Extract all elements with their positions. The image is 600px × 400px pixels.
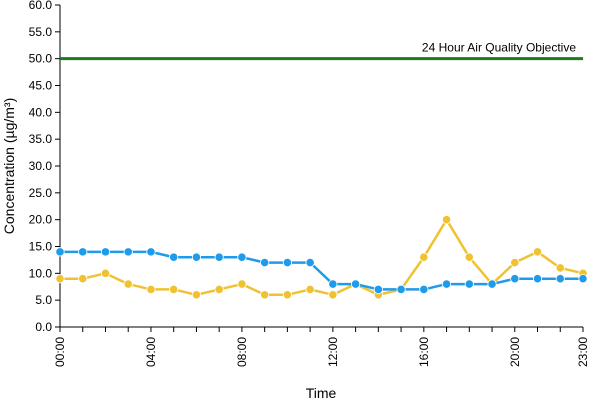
- y-tick-label: 10.0: [29, 266, 53, 280]
- data-point: [510, 257, 520, 268]
- data-point: [555, 274, 565, 284]
- series-0: [55, 215, 588, 300]
- data-point: [123, 279, 133, 289]
- y-tick-label: 40.0: [29, 105, 53, 119]
- data-point: [419, 284, 429, 295]
- objective-group: 24 Hour Air Quality Objective: [60, 41, 583, 61]
- y-axis-title: Concentration (µg/m³): [1, 98, 17, 234]
- data-point: [396, 284, 406, 295]
- y-tick-label: 25.0: [29, 186, 53, 200]
- data-point: [55, 274, 65, 284]
- data-point: [464, 252, 474, 262]
- series-line: [60, 218, 584, 297]
- objective-label: 24 Hour Air Quality Objective: [422, 41, 576, 55]
- y-tick-label: 55.0: [29, 25, 53, 39]
- data-point: [532, 274, 543, 284]
- y-axis: 0.0 5.0 10.0 15.0 20.0 25.0 30.0 35.0 40.0 45.0 50…: [29, 0, 61, 334]
- data-point: [373, 284, 383, 295]
- x-tick-label: 23:00: [576, 337, 590, 367]
- x-tick-label: 12:00: [326, 337, 340, 367]
- y-tick-label: 20.0: [29, 213, 53, 227]
- data-point: [555, 263, 565, 273]
- y-tick-label: 35.0: [29, 132, 53, 146]
- data-point: [146, 247, 156, 257]
- data-point: [214, 284, 224, 295]
- data-point: [487, 279, 497, 289]
- y-tick-label: 30.0: [29, 159, 53, 173]
- data-point: [282, 290, 292, 300]
- y-tick-label: 15.0: [29, 240, 53, 254]
- data-point: [510, 274, 520, 284]
- data-point: [237, 279, 247, 289]
- y-tick-label: 50.0: [29, 52, 53, 66]
- data-point: [328, 279, 338, 289]
- data-point: [532, 247, 543, 257]
- y-tick-label: 5.0: [35, 293, 52, 307]
- data-point: [260, 290, 270, 300]
- data-point: [123, 247, 133, 257]
- x-tick-label: 04:00: [144, 337, 158, 367]
- data-point: [191, 252, 202, 262]
- data-point: [78, 247, 88, 257]
- data-point: [191, 290, 202, 300]
- x-tick-label: 08:00: [235, 337, 249, 367]
- data-point: [328, 290, 338, 300]
- data-point: [305, 257, 315, 268]
- data-point: [169, 252, 179, 262]
- data-point: [100, 247, 111, 257]
- y-tick-label: 0.0: [35, 320, 52, 334]
- data-point: [260, 257, 270, 268]
- data-point: [464, 279, 474, 289]
- data-point: [282, 257, 292, 268]
- y-tick-label: 60.0: [29, 0, 53, 12]
- data-point: [305, 284, 315, 295]
- series-group: [55, 215, 588, 300]
- data-point: [441, 279, 452, 289]
- x-axis-title: Time: [306, 385, 337, 400]
- x-tick-label: 16:00: [417, 337, 431, 367]
- data-point: [214, 252, 224, 262]
- x-tick-label: 20:00: [508, 337, 522, 367]
- x-axis: 00:00 04:00 08:00 12:00 16:00 20:00 23:00: [53, 326, 590, 367]
- data-point: [237, 252, 247, 262]
- data-point: [146, 284, 156, 295]
- y-tick-label: 45.0: [29, 79, 53, 93]
- data-point: [100, 268, 111, 278]
- data-point: [419, 252, 429, 262]
- data-point: [169, 284, 179, 295]
- series-1: [55, 247, 588, 295]
- data-point: [441, 215, 452, 225]
- data-point: [55, 247, 65, 257]
- data-point: [578, 274, 588, 284]
- data-point: [351, 279, 361, 289]
- data-point: [78, 274, 88, 284]
- x-tick-label: 00:00: [53, 337, 67, 367]
